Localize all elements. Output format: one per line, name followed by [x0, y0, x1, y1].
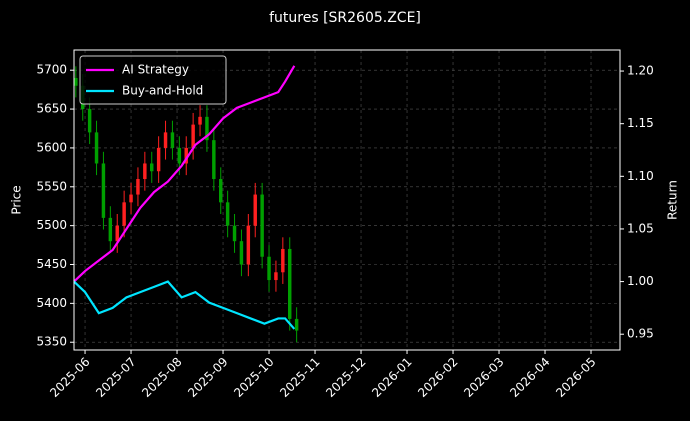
- y-tick-label: 5550: [36, 179, 67, 193]
- candle-body: [205, 116, 209, 141]
- y-tick-label: 5500: [36, 218, 67, 232]
- chart-title: futures [SR2605.ZCE]: [269, 10, 421, 26]
- y2-axis-label: Return: [666, 180, 680, 220]
- candle-body: [274, 272, 278, 281]
- candle-body: [108, 217, 113, 242]
- candle-body: [74, 77, 78, 86]
- y2-tick-label: 1.10: [627, 169, 654, 183]
- y-tick-label: 5600: [36, 140, 67, 154]
- candle-body: [87, 109, 92, 133]
- candle-body: [260, 194, 264, 257]
- y-tick-label: 5650: [36, 102, 67, 116]
- candle-body: [94, 132, 99, 164]
- candle-body: [239, 241, 244, 265]
- candle-body: [136, 179, 140, 195]
- candle-body: [253, 194, 257, 226]
- y2-tick-label: 1.05: [627, 221, 654, 235]
- y-axis-label: Price: [10, 185, 24, 214]
- y-tick-label: 5400: [36, 296, 67, 310]
- y-tick-label: 5450: [36, 257, 67, 271]
- legend: AI Strategy Buy-and-Hold: [79, 55, 227, 105]
- candle-body: [170, 132, 175, 148]
- candle-body: [198, 116, 202, 125]
- candle-body: [129, 194, 133, 203]
- candle-body: [219, 179, 223, 203]
- candle-body: [191, 124, 195, 148]
- candle-body: [246, 225, 251, 265]
- candle-body: [156, 147, 161, 172]
- candle-body: [101, 163, 106, 218]
- candle-body: [177, 147, 182, 164]
- series-line: [73, 65, 296, 283]
- candle-body: [267, 256, 271, 281]
- y-tick-label: 5700: [36, 63, 67, 77]
- legend-box: [79, 55, 227, 105]
- plot-frame: [73, 49, 621, 351]
- y2-tick-label: 1.20: [627, 64, 654, 78]
- y2-tick-label: 1.00: [627, 274, 654, 288]
- candle-body: [115, 225, 119, 242]
- candle-body: [143, 163, 147, 180]
- legend-label: Buy-and-Hold: [122, 84, 203, 98]
- candle-body: [294, 318, 299, 331]
- y2-tick-label: 0.95: [627, 327, 654, 341]
- candle-body: [150, 163, 154, 172]
- candle-body: [163, 132, 168, 148]
- candle-body: [232, 225, 237, 242]
- candle-body: [184, 147, 188, 164]
- series-line: [73, 280, 296, 330]
- candle-body: [122, 202, 126, 226]
- legend-label: AI Strategy: [122, 63, 189, 77]
- candle-body: [212, 140, 216, 180]
- y2-tick-label: 1.15: [627, 116, 654, 130]
- candle-body: [281, 248, 285, 273]
- candle-body: [288, 248, 292, 319]
- candle-body: [225, 202, 230, 226]
- y-tick-label: 5350: [36, 335, 67, 349]
